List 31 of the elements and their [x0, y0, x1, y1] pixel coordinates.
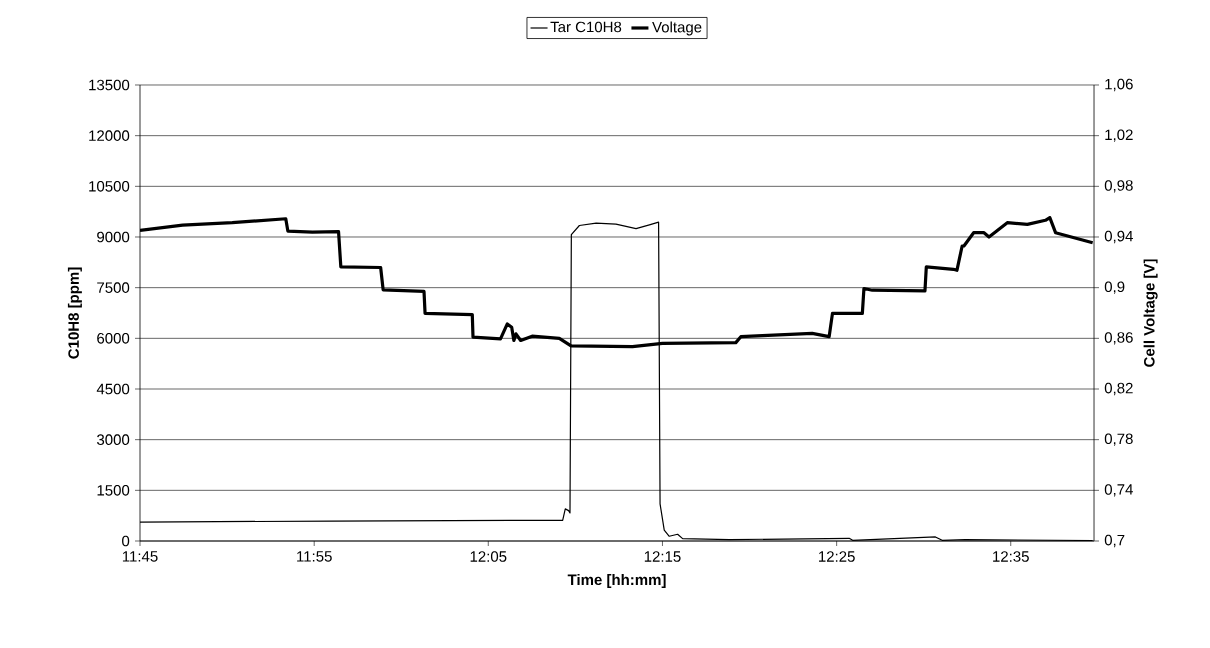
y2-tick-label: 0,98 [1104, 180, 1133, 193]
y-tick-label: 4500 [96, 383, 130, 395]
y-tick-label: 0 [122, 535, 130, 547]
y-tick-label: 9000 [97, 231, 130, 243]
x-tick-label: 11:55 [297, 551, 332, 562]
x-tick-label: 12:35 [993, 551, 1029, 562]
y2-tick-label: 1,06 [1105, 78, 1133, 92]
y-tick-label: 13500 [89, 79, 130, 91]
y2-tick-label: 0,74 [1104, 484, 1133, 497]
y-tick-label: 12000 [89, 130, 130, 141]
x-tick-label: 12:05 [470, 551, 507, 562]
x-tick-label: 12:15 [644, 551, 681, 562]
y2-tick-label: 0,86 [1104, 332, 1133, 345]
y2-tick-label: 0,9 [1104, 281, 1125, 294]
y2-tick-label: 0,78 [1104, 433, 1133, 446]
y2-axis-title: Cell Voltage [V] [1143, 259, 1158, 367]
y-tick-label: 3000 [97, 434, 130, 445]
y2-tick-label: 0,94 [1104, 230, 1133, 244]
y-tick-label: 6000 [97, 333, 130, 344]
y-tick-label: 7500 [97, 282, 130, 293]
legend-label: Tar C10H8 [550, 21, 622, 33]
x-tick-label: 11:45 [122, 551, 158, 562]
y2-tick-label: 0,7 [1104, 534, 1125, 548]
x-axis-title: Time [hh:mm] [567, 574, 666, 588]
y2-tick-label: 1,02 [1105, 129, 1133, 142]
y2-tick-label: 0,82 [1104, 382, 1133, 396]
legend-label: Voltage [652, 21, 702, 36]
x-tick-label: 12:25 [819, 551, 855, 562]
y-tick-label: 10500 [89, 181, 130, 192]
y-tick-label: 1500 [97, 485, 130, 496]
y-axis-title: C10H8 [ppm] [67, 267, 82, 359]
